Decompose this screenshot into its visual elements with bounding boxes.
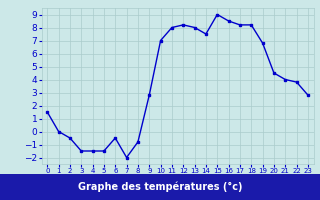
Text: Graphe des températures (°c): Graphe des températures (°c) bbox=[78, 182, 242, 192]
